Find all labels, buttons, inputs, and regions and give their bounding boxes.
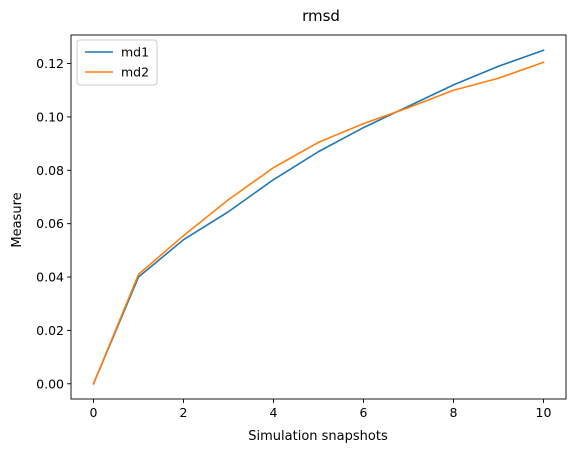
y-tick-label-0.06: 0.06 [36, 216, 64, 231]
legend-label-md1: md1 [121, 45, 149, 60]
series-line-md2 [92, 61, 545, 385]
x-tick-label-10: 10 [536, 405, 552, 420]
series-line-md1 [92, 49, 545, 385]
y-tick-label-0.12: 0.12 [36, 56, 64, 71]
y-tick-label-0.00: 0.00 [36, 376, 64, 391]
y-tick-label-0.08: 0.08 [36, 163, 64, 178]
x-tick-label-2: 2 [180, 405, 188, 420]
y-tick-label-0.10: 0.10 [36, 109, 64, 124]
x-tick-label-6: 6 [360, 405, 368, 420]
chart-title: rmsd [302, 7, 340, 25]
x-axis-label: Simulation snapshots [248, 429, 388, 444]
x-tick-label-0: 0 [90, 405, 98, 420]
plot-frame [70, 34, 567, 400]
x-tick-label-8: 8 [450, 405, 458, 420]
legend-label-md2: md2 [121, 65, 149, 80]
y-axis-label: Measure [10, 192, 25, 247]
y-tick-label-0.02: 0.02 [36, 323, 64, 338]
y-tick-label-0.04: 0.04 [36, 270, 64, 285]
x-tick-label-4: 4 [270, 405, 278, 420]
